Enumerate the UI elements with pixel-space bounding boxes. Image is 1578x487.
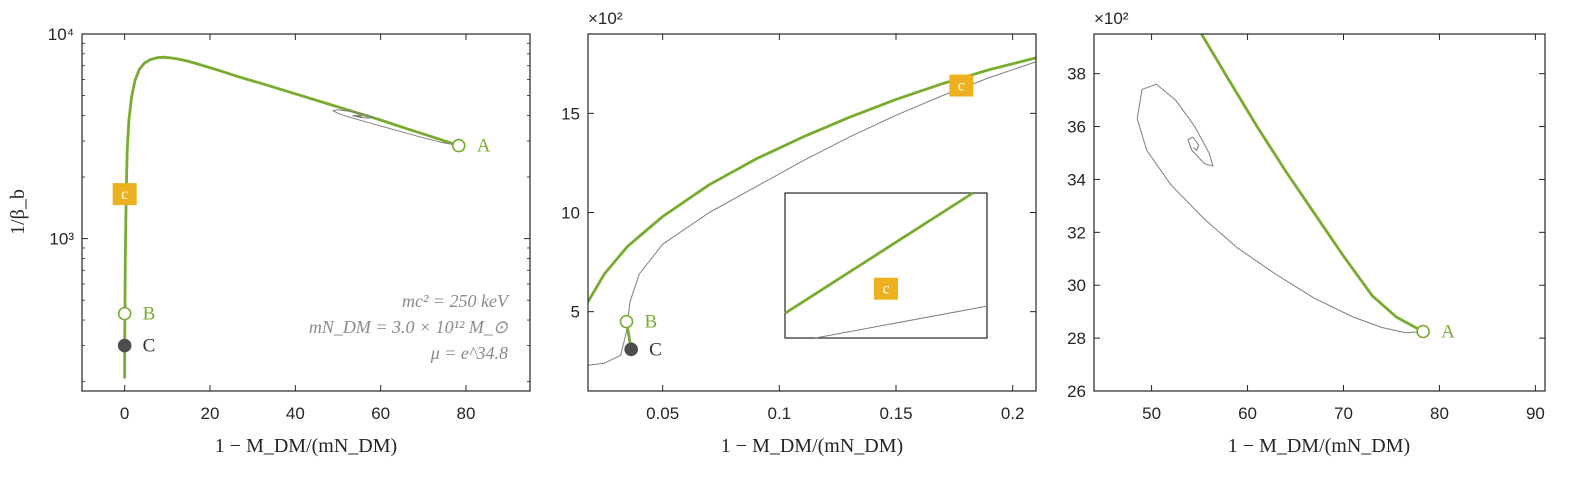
middle-y-multiplier: ×10² — [588, 9, 623, 28]
middle-x-axis-label: 1 − M_DM/(mN_DM) — [721, 435, 903, 457]
right-curves — [1136, 34, 1425, 334]
right-y-multiplier: ×10² — [1094, 9, 1129, 28]
y-tick-label: 15 — [561, 104, 580, 123]
point-A-label: A — [477, 136, 491, 157]
x-tick-label: 50 — [1142, 404, 1161, 423]
x-tick-label: 0.2 — [1001, 404, 1025, 423]
gray-branch-1-1 — [588, 61, 1036, 366]
y-tick-label: 36 — [1067, 118, 1086, 137]
gray-branch-2-1 — [1136, 83, 1424, 334]
x-tick-label: 20 — [201, 404, 220, 423]
inset-critical-point-marker — [874, 277, 898, 300]
y-tick-label: 10 — [561, 204, 580, 223]
inset-curves: c — [784, 191, 988, 339]
left-panel: 0 20 40 60 80 10⁴ 10³ mc² = 250 keV mN_DM = 3.… — [7, 25, 531, 457]
x-tick-label: 0.15 — [879, 404, 912, 423]
left-curves — [123, 55, 461, 379]
middle-inset: c — [784, 191, 988, 339]
point-C-label: C — [649, 339, 662, 360]
y-tick-label: 10³ — [49, 230, 74, 249]
y-tick-label: 30 — [1067, 276, 1086, 295]
point-B-marker — [619, 314, 634, 329]
x-tick-label: 80 — [457, 404, 476, 423]
x-tick-label: 40 — [286, 404, 305, 423]
x-tick-label: 60 — [371, 404, 390, 423]
point-A-label: A — [1441, 322, 1455, 343]
y-tick-label: 10⁴ — [48, 25, 74, 44]
green-branch-2-0 — [1200, 34, 1425, 333]
annotation-mu: μ = e^34.8 — [430, 343, 508, 363]
y-tick-label: 28 — [1067, 329, 1086, 348]
point-C-label: C — [143, 336, 156, 357]
y-tick-label: 34 — [1067, 170, 1086, 189]
inset-frame — [784, 192, 988, 339]
y-tick-label: 26 — [1067, 382, 1086, 401]
right-x-axis-label: 1 − M_DM/(mN_DM) — [1228, 435, 1410, 457]
point-A-marker — [451, 138, 466, 153]
inset-critical-point-label: c — [882, 281, 889, 298]
right-axes-frame — [1093, 33, 1546, 392]
x-tick-label: 0.1 — [768, 404, 792, 423]
inset-green-branch — [784, 191, 974, 315]
point-C-marker — [624, 342, 638, 357]
point-B-marker — [117, 306, 132, 321]
annotation-particle-number: mN_DM = 3.0 × 10¹² M_⊙ — [309, 317, 509, 337]
left-ticks: 0 20 40 60 80 10⁴ 10³ — [48, 25, 530, 423]
left-y-axis-label: 1/β_b — [7, 189, 29, 235]
middle-panel: 0.05 0.1 0.15 0.2 5 10 15 ×10² c 1 − M_DM/(mN_… — [561, 9, 1037, 457]
x-tick-label: 0.05 — [646, 404, 679, 423]
annotation-mass: mc² = 250 keV — [402, 291, 510, 311]
critical-point-label: c — [121, 186, 128, 203]
y-tick-label: 38 — [1067, 65, 1086, 84]
gray-branch-0-1 — [332, 109, 460, 146]
x-tick-label: 80 — [1430, 404, 1449, 423]
x-tick-label: 60 — [1238, 404, 1257, 423]
point-C-marker — [117, 338, 132, 353]
left-x-axis-label: 1 − M_DM/(mN_DM) — [215, 435, 397, 457]
x-tick-label: 90 — [1526, 404, 1545, 423]
critical-point-marker — [112, 183, 137, 206]
x-tick-label: 70 — [1334, 404, 1353, 423]
critical-point-label: c — [958, 78, 965, 95]
right-panel: 50 60 70 80 90 26 28 30 32 34 36 38 ×10² 1 − M_DM/(… — [1067, 9, 1546, 457]
y-tick-label: 32 — [1067, 223, 1086, 242]
y-tick-label: 5 — [571, 303, 580, 322]
inset-gray-branch — [815, 305, 988, 339]
critical-point-marker — [949, 74, 974, 97]
point-B-label: B — [143, 304, 156, 325]
middle-ticks: 0.05 0.1 0.15 0.2 5 10 15 — [561, 34, 1036, 423]
left-axes-frame — [81, 33, 531, 392]
x-tick-label: 0 — [120, 404, 129, 423]
point-B-label: B — [645, 312, 658, 333]
right-ticks: 50 60 70 80 90 26 28 30 32 34 36 38 — [1067, 34, 1545, 423]
point-A-marker — [1416, 324, 1430, 339]
